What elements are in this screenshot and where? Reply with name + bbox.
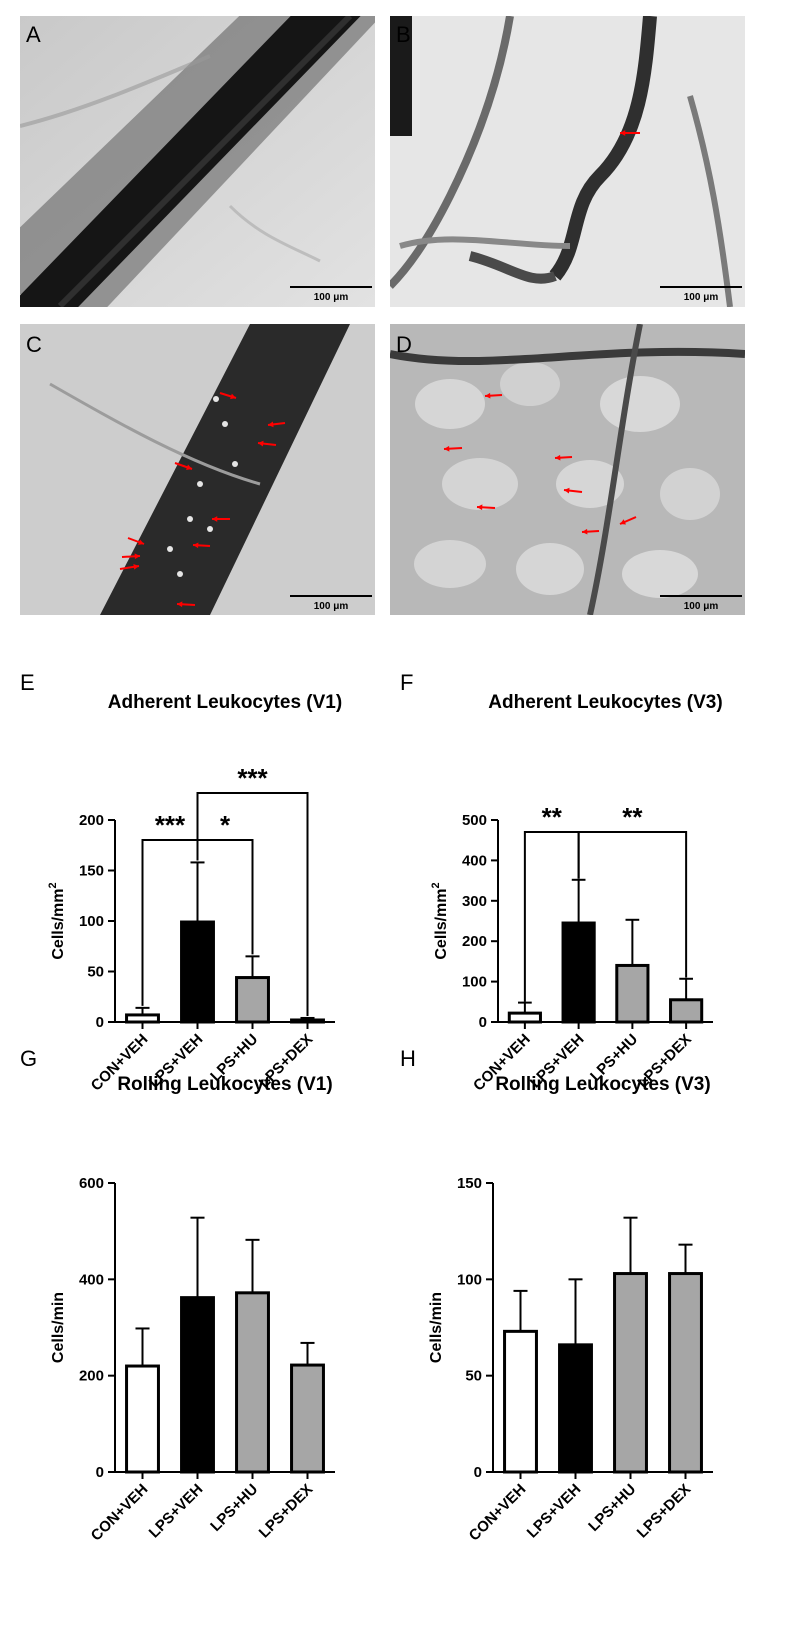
y-tick-label: 50 bbox=[87, 964, 104, 981]
x-tick-label: LPS+HU bbox=[585, 1481, 639, 1535]
y-tick-label: 400 bbox=[462, 852, 487, 869]
y-tick-label: 500 bbox=[462, 812, 487, 829]
red-arrow-icon bbox=[267, 421, 286, 428]
red-arrow-icon bbox=[176, 601, 196, 608]
y-tick-label: 150 bbox=[79, 863, 104, 880]
y-axis-label: Cells/min bbox=[50, 1292, 67, 1363]
y-axis-label: Cells/min bbox=[428, 1292, 445, 1363]
y-tick-label: 200 bbox=[79, 812, 104, 829]
red-arrow-icon bbox=[121, 553, 141, 560]
arrow-markers bbox=[119, 130, 640, 608]
significance-label: *** bbox=[155, 810, 186, 840]
scale-label-c: 100 μm bbox=[314, 601, 349, 612]
red-arrow-icon bbox=[619, 516, 637, 525]
y-tick-label: 200 bbox=[462, 933, 487, 950]
y-tick-label: 600 bbox=[79, 1175, 104, 1192]
red-arrow-icon bbox=[192, 542, 211, 549]
scale-bar-b: 100 μm bbox=[660, 286, 742, 303]
y-axis-label: Cells/mm2 bbox=[430, 882, 450, 959]
panel-letter-h: H bbox=[400, 1046, 416, 1071]
bar bbox=[503, 1329, 538, 1474]
micrograph-c bbox=[20, 324, 375, 615]
bar bbox=[668, 1272, 703, 1474]
panel-letter-c: C bbox=[26, 332, 42, 357]
y-tick-label: 50 bbox=[465, 1368, 482, 1385]
panel-letter-e: E bbox=[20, 670, 35, 695]
bar bbox=[180, 1296, 215, 1474]
x-tick-label: LPS+DEX bbox=[634, 1481, 695, 1542]
chart-title: Rolling Leukocytes (V1) bbox=[117, 1074, 332, 1095]
red-arrow-icon bbox=[563, 487, 583, 494]
y-tick-label: 200 bbox=[79, 1368, 104, 1385]
red-arrow-icon bbox=[174, 462, 193, 470]
red-arrow-icon bbox=[484, 392, 503, 399]
y-tick-label: 0 bbox=[96, 1014, 104, 1031]
red-arrow-icon bbox=[257, 440, 277, 447]
micrograph-b bbox=[390, 16, 745, 307]
panel-letter-g: G bbox=[20, 1046, 38, 1071]
y-axis-label: Cells/mm2 bbox=[47, 882, 67, 959]
scale-label-d: 100 μm bbox=[684, 601, 719, 612]
micrograph-overlays: 100 μm 100 μm 100 μm 100 μm bbox=[119, 130, 742, 612]
significance-label: * bbox=[220, 810, 231, 840]
y-tick-label: 300 bbox=[462, 893, 487, 910]
significance-label: *** bbox=[237, 763, 268, 793]
red-arrow-icon bbox=[443, 445, 463, 452]
x-tick-label: CON+VEH bbox=[466, 1481, 530, 1545]
y-tick-label: 100 bbox=[462, 974, 487, 991]
significance-bracket bbox=[577, 831, 688, 978]
chart-title: Rolling Leukocytes (V3) bbox=[495, 1074, 710, 1095]
red-arrow-icon bbox=[127, 537, 145, 545]
y-tick-label: 0 bbox=[96, 1464, 104, 1481]
panel-letter-a: A bbox=[26, 22, 41, 47]
y-tick-label: 0 bbox=[474, 1464, 482, 1481]
panel-letter-f: F bbox=[400, 670, 414, 695]
significance-label: ** bbox=[622, 802, 643, 832]
bar bbox=[613, 1272, 648, 1474]
chart-title: Adherent Leukocytes (V3) bbox=[488, 692, 722, 713]
y-tick-label: 100 bbox=[457, 1271, 482, 1288]
scale-label-b: 100 μm bbox=[684, 292, 719, 303]
scale-bar-a: 100 μm bbox=[290, 286, 372, 303]
red-arrow-icon bbox=[219, 392, 237, 400]
bar bbox=[558, 1343, 593, 1474]
panel-letter-d: D bbox=[396, 332, 412, 357]
y-tick-label: 400 bbox=[79, 1271, 104, 1288]
red-arrow-icon bbox=[581, 528, 600, 535]
micrograph-d bbox=[390, 324, 745, 615]
significance-bracket bbox=[196, 792, 309, 1016]
y-tick-label: 0 bbox=[479, 1014, 487, 1031]
y-tick-label: 150 bbox=[457, 1175, 482, 1192]
scale-bar-d: 100 μm bbox=[660, 595, 742, 612]
bar bbox=[290, 1363, 325, 1474]
red-arrow-icon bbox=[554, 454, 573, 461]
chart-title: Adherent Leukocytes (V1) bbox=[108, 692, 342, 713]
panel-letter-b: B bbox=[396, 22, 411, 47]
scale-label-a: 100 μm bbox=[314, 292, 349, 303]
scale-bar-c: 100 μm bbox=[290, 595, 372, 612]
red-arrow-icon bbox=[620, 130, 640, 136]
red-arrow-icon bbox=[476, 504, 496, 511]
red-arrow-icon bbox=[119, 563, 140, 570]
y-tick-label: 100 bbox=[79, 913, 104, 930]
significance-label: ** bbox=[542, 802, 563, 832]
red-arrow-icon bbox=[212, 516, 230, 522]
micrograph-a bbox=[20, 16, 375, 307]
x-tick-label: LPS+VEH bbox=[524, 1481, 585, 1542]
